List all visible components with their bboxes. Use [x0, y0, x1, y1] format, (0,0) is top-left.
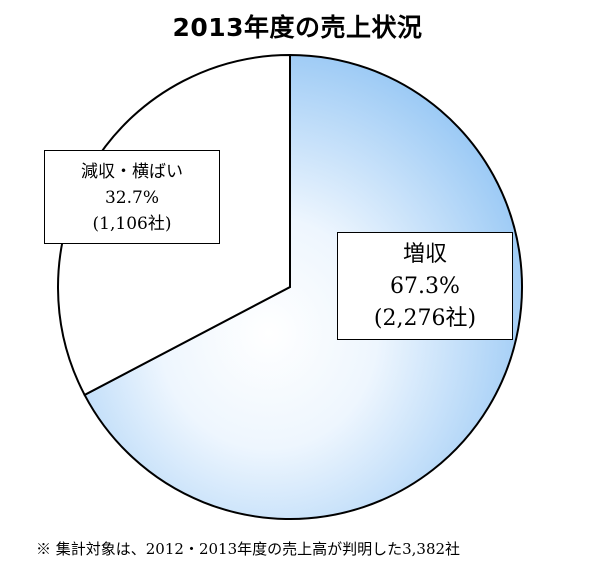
slice-label-decrease: 減収・横ばい 32.7% (1,106社)	[44, 150, 220, 244]
decrease-label: 減収・横ばい	[81, 162, 183, 182]
increase-label: 増収	[402, 242, 447, 267]
chart-title: 2013年度の売上状況	[172, 13, 423, 42]
decrease-percent: 32.7%	[104, 188, 159, 208]
slice-label-increase: 増収 67.3% (2,276社)	[337, 232, 513, 340]
footnote: ※ 集計対象は、2012・2013年度の売上高が判明した3,382社	[36, 540, 461, 558]
increase-count: (2,276社)	[373, 306, 477, 331]
pie-slice-increase	[83, 53, 524, 520]
decrease-count: (1,106社)	[92, 214, 172, 234]
increase-percent: 67.3%	[390, 274, 460, 299]
